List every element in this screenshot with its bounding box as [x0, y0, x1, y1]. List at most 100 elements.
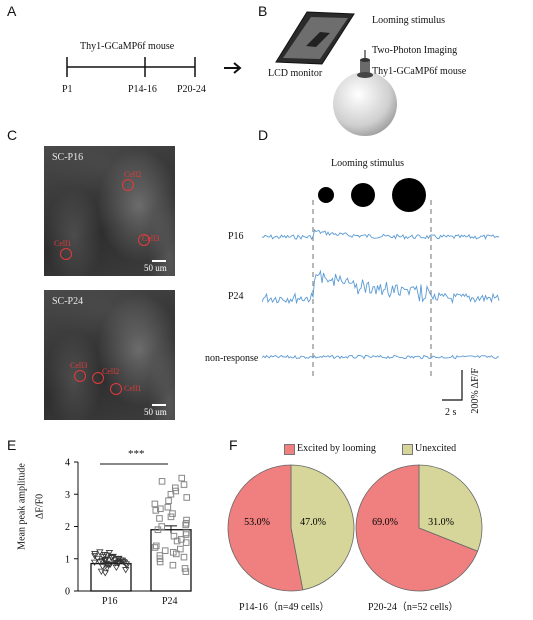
- sphere-icon: [333, 50, 397, 136]
- roi-label: Cell3: [142, 234, 160, 243]
- timeline-mouse-label: Thy1-GCaMP6f mouse: [80, 41, 175, 52]
- point-p24: [165, 497, 172, 505]
- timeline-tick-p14: P14-16: [128, 84, 157, 95]
- point-p24: [177, 545, 184, 553]
- point-p16: [122, 567, 130, 574]
- timeline-tick-p1: P1: [62, 84, 73, 95]
- panel-letter-e: E: [7, 437, 17, 453]
- timeline: [66, 57, 196, 77]
- point-p24: [180, 481, 188, 488]
- micrograph-p16: SC-P16 Cell1 Cell2 Cell3 50 um: [44, 146, 175, 276]
- arrow-right-icon: [224, 62, 242, 74]
- pie-value-unexcited: 47.0%: [300, 517, 326, 528]
- point-p24: [180, 553, 188, 561]
- pie-slice-excited: [227, 464, 304, 592]
- roi-label: Cell1: [54, 239, 72, 248]
- point-p24: [169, 549, 177, 556]
- panel-letter-a: A: [7, 3, 17, 19]
- pie1-caption: P14-16（n=49 cells）: [239, 602, 330, 613]
- two-photon-label: Two-Photon Imaging: [372, 45, 458, 56]
- e-ylabel-top: Mean peak amplitude: [16, 463, 28, 550]
- roi-circle: [92, 372, 104, 384]
- e-xtick-p16: P16: [102, 596, 118, 607]
- scale-x-label: 2 s: [445, 407, 457, 418]
- trace-p16: [262, 228, 500, 241]
- pie-slice-unexcited: [290, 464, 355, 591]
- scale-label: 50 um: [144, 407, 167, 417]
- point-p24: [152, 507, 160, 514]
- point-p16: [111, 557, 119, 564]
- legend-label-unexcited: Unexcited: [415, 443, 457, 454]
- scale-label: 50 um: [144, 263, 167, 273]
- micrograph-p16-title: SC-P16: [52, 152, 84, 163]
- looming-label-b: Looming stimulus: [372, 15, 446, 26]
- point-p16: [123, 562, 131, 570]
- legend-swatch-excited: [284, 444, 295, 455]
- roi-circle: [122, 179, 134, 191]
- pie2-caption: P20-24（n=52 cells）: [368, 602, 459, 613]
- point-p24: [183, 529, 190, 537]
- looming-disk-medium: [351, 183, 375, 207]
- lcd-monitor-icon: [275, 11, 355, 65]
- e-ytick-label: 4: [65, 458, 70, 469]
- trace-label-p24: P24: [228, 291, 244, 302]
- micrograph-p24: SC-P24 Cell3 Cell2 Cell1 50 um: [44, 290, 175, 420]
- point-p24: [172, 484, 179, 492]
- point-p24: [178, 474, 186, 482]
- e-ytick-label: 1: [65, 554, 70, 565]
- point-p24: [152, 542, 160, 550]
- point-p16: [109, 553, 117, 561]
- e-ytick-label: 3: [65, 490, 70, 501]
- scale-bar: [152, 404, 166, 406]
- significance-stars: ***: [128, 448, 145, 460]
- roi-circle: [138, 234, 150, 246]
- point-p24: [158, 523, 166, 530]
- looming-label-d: Looming stimulus: [331, 158, 405, 169]
- pie-slice-excited: [355, 464, 479, 592]
- scale-bar-d: [442, 370, 463, 401]
- point-p16: [91, 551, 99, 558]
- point-p16: [100, 551, 109, 559]
- point-p24: [183, 516, 190, 524]
- pie-value-excited: 69.0%: [372, 517, 398, 528]
- looming-disk-small: [318, 187, 334, 203]
- point-p16: [97, 568, 106, 575]
- point-p16: [101, 570, 109, 577]
- point-p24: [164, 503, 172, 511]
- legend-swatch-unexcited: [402, 444, 413, 455]
- micrograph-p24-title: SC-P24: [52, 296, 84, 307]
- point-p16: [105, 550, 114, 557]
- e-xtick-p24: P24: [162, 596, 178, 607]
- pie-value-excited: 53.0%: [244, 517, 270, 528]
- point-p24: [177, 536, 185, 543]
- point-p24: [156, 515, 163, 522]
- pie-charts: 53.0% 47.0% 69.0% 31.0%: [227, 464, 483, 592]
- roi-label: Cell3: [70, 361, 88, 370]
- point-p24: [169, 510, 176, 517]
- point-p16: [108, 554, 116, 561]
- trace-label-non-response: non-response: [205, 353, 259, 364]
- point-p24: [183, 494, 191, 501]
- e-ytick-label: 0: [65, 587, 70, 598]
- point-p16: [96, 549, 104, 556]
- point-p16: [90, 559, 99, 566]
- roi-circle: [74, 370, 86, 382]
- scale-bar: [152, 260, 166, 262]
- panel-letter-f: F: [229, 437, 238, 453]
- panel-letter-c: C: [7, 127, 18, 143]
- point-p24: [158, 478, 166, 485]
- looming-disk-large: [392, 178, 426, 212]
- panel-letter-b: B: [258, 3, 268, 19]
- point-p24: [161, 547, 169, 554]
- mouse-label-b: Thy1-GCaMP6f mouse: [372, 66, 467, 77]
- calcium-traces: [262, 200, 500, 380]
- roi-circle: [60, 248, 72, 260]
- point-p24: [181, 565, 189, 572]
- lcd-monitor-label: LCD monitor: [268, 68, 323, 79]
- point-p16: [115, 555, 123, 563]
- point-p24: [151, 544, 159, 551]
- pie-slice-unexcited: [418, 464, 483, 552]
- point-p24: [169, 561, 177, 569]
- point-p16: [98, 563, 107, 571]
- bar-chart: 0 1 2 3 4: [65, 458, 192, 598]
